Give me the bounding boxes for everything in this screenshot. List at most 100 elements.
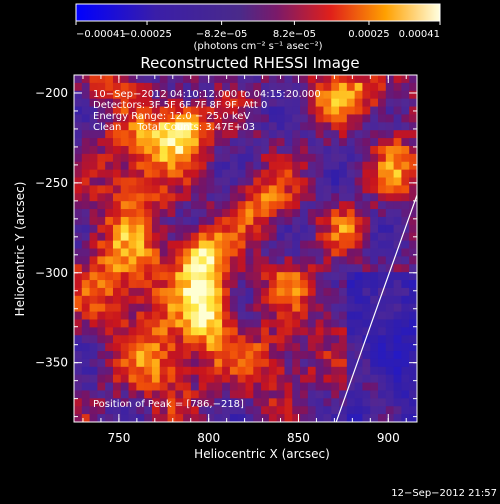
heatmap-cell (89, 82, 98, 92)
heatmap-cell (401, 319, 410, 328)
heatmap-cell (284, 193, 293, 202)
heatmap-cell (268, 398, 278, 407)
heatmap-cell (331, 224, 340, 234)
heatmap-cell (81, 335, 91, 344)
heatmap-cell (385, 161, 395, 171)
heatmap-cell (268, 366, 278, 376)
heatmap-cell (222, 264, 231, 273)
heatmap-cell (105, 248, 114, 257)
heatmap-cell (253, 185, 262, 194)
heatmap-cell (261, 240, 270, 250)
timestamp: 12−Sep−2012 21:57 (391, 488, 497, 499)
heatmap-cell (245, 295, 254, 305)
heatmap-cell (175, 327, 184, 336)
heatmap-cell (331, 240, 340, 250)
heatmap-cell (144, 256, 153, 265)
heatmap-cell (378, 98, 387, 108)
heatmap-cell (144, 201, 153, 210)
heatmap-cell (339, 153, 348, 163)
heatmap-cell (237, 374, 247, 384)
heatmap-cell (346, 122, 356, 131)
heatmap-cell (151, 216, 161, 226)
heatmap-cell (276, 98, 286, 108)
heatmap-cell (370, 382, 379, 392)
heatmap-cell (222, 351, 231, 360)
heatmap-cell (198, 335, 208, 344)
heatmap-cell (284, 177, 293, 187)
heatmap-cell (136, 343, 145, 352)
heatmap-cell (190, 122, 200, 131)
heatmap-cell (315, 161, 325, 171)
heatmap-cell (300, 256, 309, 265)
heatmap-cell (284, 311, 293, 321)
heatmap-cell (331, 256, 340, 265)
heatmap-cell (81, 343, 91, 352)
heatmap-cell (167, 327, 176, 336)
heatmap-cell (315, 414, 325, 422)
heatmap-cell (190, 145, 200, 155)
heatmap-cell (354, 311, 364, 321)
heatmap-cell (183, 343, 192, 352)
heatmap-cell (276, 327, 286, 336)
heatmap-cell (190, 319, 200, 328)
heatmap-cell (409, 240, 417, 250)
heatmap-cell (112, 272, 122, 281)
heatmap-cell (144, 209, 153, 218)
heatmap-cell (276, 216, 286, 226)
heatmap-cell (370, 138, 379, 147)
heatmap-cell (284, 272, 293, 281)
heatmap-cell (167, 82, 176, 92)
heatmap-cell (331, 287, 340, 297)
heatmap-cell (362, 272, 371, 281)
heatmap-cell (393, 177, 403, 187)
heatmap-cell (253, 382, 262, 392)
heatmap-cell (190, 264, 200, 273)
heatmap-cell (89, 145, 98, 155)
heatmap-cell (105, 406, 114, 415)
heatmap-cell (292, 343, 301, 352)
heatmap-cell (378, 335, 387, 344)
heatmap-cell (292, 185, 301, 194)
heatmap-cell (112, 319, 122, 328)
heatmap-cell (393, 256, 403, 265)
heatmap-cell (315, 169, 325, 179)
heatmap-cell (229, 232, 239, 242)
heatmap-cell (339, 248, 348, 257)
heatmap-cell (292, 319, 301, 328)
heatmap-cell (245, 319, 254, 328)
heatmap-cell (214, 98, 223, 108)
heatmap-cell (300, 161, 309, 171)
heatmap-cell (245, 90, 254, 100)
heatmap-cell (292, 240, 301, 250)
heatmap-cell (393, 343, 403, 352)
heatmap-cell (183, 82, 192, 92)
heatmap-cell (370, 216, 379, 226)
heatmap-cell (175, 335, 184, 344)
heatmap-cell (237, 295, 247, 305)
heatmap-cell (112, 406, 122, 415)
heatmap-cell (81, 82, 91, 92)
heatmap-cell (315, 130, 325, 139)
heatmap-cell (300, 138, 309, 147)
heatmap-cell (276, 390, 286, 399)
heatmap-cell (167, 209, 176, 218)
heatmap-cell (198, 351, 208, 360)
heatmap-cell (323, 272, 332, 281)
heatmap-cell (74, 319, 83, 328)
heatmap-cell (120, 185, 130, 194)
heatmap-cell (128, 335, 137, 344)
heatmap-cell (89, 185, 98, 194)
heatmap-cell (362, 130, 371, 139)
heatmap-cell (89, 106, 98, 116)
heatmap-cell (136, 414, 145, 422)
heatmap-cell (214, 398, 223, 407)
heatmap-cell (159, 216, 169, 226)
heatmap-cell (253, 130, 262, 139)
heatmap-cell (346, 161, 356, 171)
heatmap-cell (136, 122, 145, 131)
heatmap-cell (151, 75, 161, 84)
heatmap-cell (245, 201, 254, 210)
heatmap-cell (120, 311, 130, 321)
heatmap-cell (229, 90, 239, 100)
heatmap-cell (292, 303, 301, 313)
